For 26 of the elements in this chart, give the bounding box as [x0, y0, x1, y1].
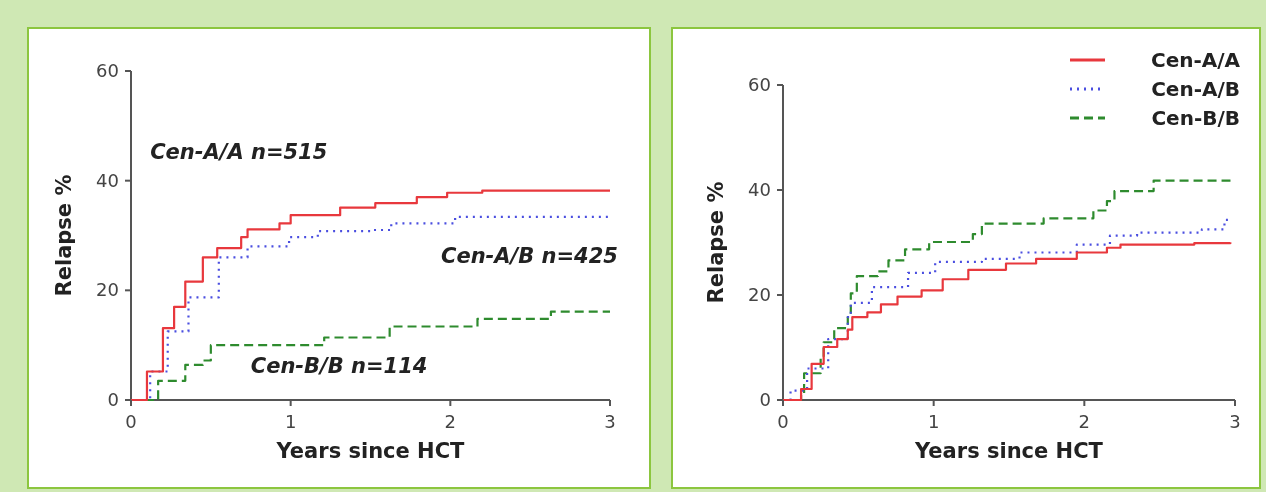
series-label: Cen-B/B n=114: [250, 353, 428, 378]
y-tick-label: 40: [748, 179, 771, 200]
x-tick-label: 2: [1078, 411, 1091, 432]
legend-label: Cen-A/A: [1150, 48, 1241, 72]
y-axis-title: Relapse %: [704, 181, 728, 304]
y-tick-label: 0: [759, 389, 771, 410]
y-tick-label: 20: [748, 284, 771, 305]
legend-label: Cen-B/B: [1151, 106, 1240, 130]
y-tick-label: 0: [107, 389, 119, 410]
x-axis-title: Years since HCT: [275, 439, 466, 463]
text: Cen-A/A n=515: [150, 139, 328, 164]
y-axis-title: Relapse %: [52, 174, 76, 297]
x-tick-label: 3: [1229, 411, 1241, 432]
y-tick-label: 20: [96, 279, 119, 301]
y-tick-label: 60: [748, 74, 771, 95]
x-tick-label: 0: [125, 411, 137, 432]
legend-label: Cen-A/B: [1151, 77, 1240, 101]
x-tick-label: 1: [284, 411, 297, 432]
series-label: Cen-A/B n=425: [441, 243, 618, 268]
x-tick-label: 0: [777, 411, 789, 432]
x-axis-title: Years since HCT: [914, 439, 1104, 463]
y-tick-label: 60: [96, 60, 119, 81]
y-tick-label: 40: [96, 169, 119, 191]
x-tick-label: 3: [604, 411, 616, 432]
x-tick-label: 1: [927, 411, 940, 432]
x-tick-label: 2: [444, 411, 457, 432]
